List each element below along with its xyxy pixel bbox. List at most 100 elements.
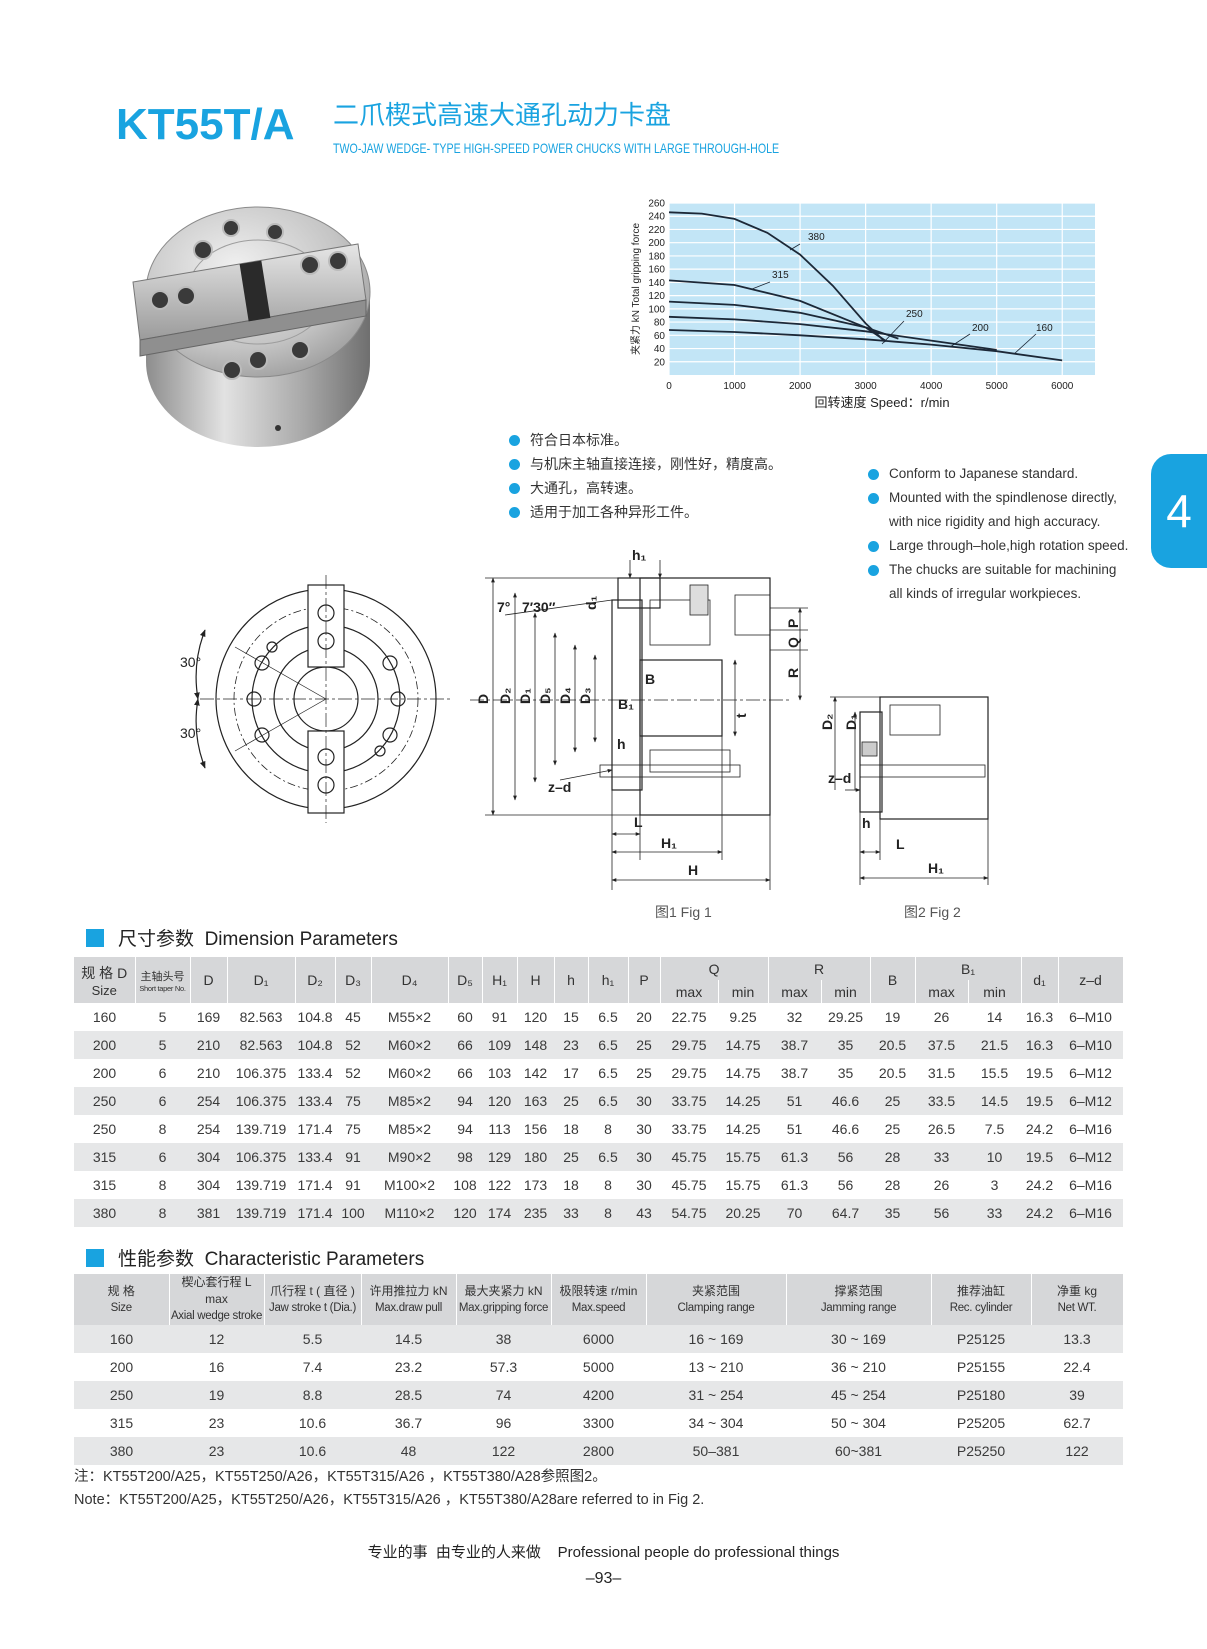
table-cell: 25	[870, 1087, 916, 1115]
table-cell: 129	[482, 1143, 517, 1171]
table-cell: 45.75	[660, 1143, 718, 1171]
table-cell: 24.2	[1021, 1199, 1059, 1227]
table-cell: 25	[628, 1031, 660, 1059]
table-cell: 28	[884, 1177, 901, 1193]
force-curve	[668, 279, 899, 340]
table-cell: M55×2	[387, 1009, 432, 1025]
bullet	[509, 459, 520, 470]
table-cell: 7.5	[984, 1121, 1005, 1137]
table-cell: 31 ~ 254	[646, 1381, 786, 1409]
y-tick-label: 160	[648, 265, 665, 276]
table-cell: 14	[986, 1009, 1003, 1025]
table-cell: 57.3	[489, 1359, 518, 1375]
header-cell: P	[628, 957, 661, 1003]
table-cell: 96	[495, 1415, 512, 1431]
table-cell: 169	[196, 1009, 221, 1025]
table-cell: 70	[768, 1199, 822, 1227]
header-cell: D	[190, 957, 228, 1003]
header-cn: 楔心套行程 L max	[181, 1275, 252, 1306]
table-cell: 5	[158, 1009, 167, 1025]
table-cell: 91	[345, 1177, 361, 1193]
product-photo	[132, 206, 371, 447]
dim-label: B₁	[618, 696, 634, 712]
series-label: 160	[1036, 323, 1053, 334]
header-cell: H₁	[482, 957, 518, 1003]
table-cell: 120	[523, 1009, 548, 1025]
table-cell: 19.5	[1021, 1087, 1059, 1115]
header-cn: 夹紧范围	[691, 1283, 740, 1298]
header-cell: 楔心套行程 L max Axial wedge stroke	[169, 1274, 265, 1325]
table-body: 160 12 5.5 14.5 38 6000 16 ~ 169 30 ~ 169 P25125…	[74, 1325, 1123, 1465]
dim-label: h	[862, 815, 871, 831]
table-cell: 62.7	[1063, 1415, 1091, 1431]
heading-cn: 性能参数	[118, 1249, 195, 1270]
header-en: Max.draw pull	[374, 1301, 443, 1314]
header-en: Axial wedge stroke	[170, 1310, 263, 1322]
note-cn: 注：KT55T200/A25，KT55T250/A26，KT55T315/A26…	[74, 1469, 607, 1485]
table-cell: 122	[1031, 1437, 1123, 1465]
header-cell: h₁	[588, 957, 629, 1003]
dim-label: B	[645, 671, 655, 687]
header-cell: min	[968, 980, 1022, 1003]
table-cell: 61.3	[780, 1177, 809, 1193]
table-cell: M90×2	[371, 1143, 448, 1171]
table-cell: 26.5	[927, 1121, 956, 1137]
table-cell: 6–M16	[1069, 1121, 1112, 1137]
feature-text: 与机床主轴直接连接，刚性好，精度高。	[530, 456, 782, 472]
table-cell: 6	[158, 1065, 167, 1081]
table-cell: 37.5	[915, 1031, 969, 1059]
y-tick-label: 180	[648, 251, 665, 262]
dim-label: R	[785, 668, 801, 678]
fig2-labels: D₂ D₁ z–d h L H₁	[819, 714, 944, 876]
feature-item: 与机床主轴直接连接，刚性好，精度高。	[509, 452, 782, 476]
table-cell: 25	[554, 1087, 588, 1115]
dim-label: D₃	[577, 687, 593, 704]
front-view-drawing	[194, 575, 452, 823]
header-cell: d₁	[1021, 957, 1059, 1003]
title-cn: 二爪楔式高速大通孔动力卡盘	[333, 100, 672, 130]
feature-text: with nice rigidity and high accuracy.	[889, 514, 1101, 529]
table-cell: 250	[92, 1121, 117, 1137]
table-cell: 8	[158, 1177, 167, 1193]
header-cell: 撑紧范围 Jamming range	[786, 1274, 932, 1325]
table-cell: 33	[915, 1143, 969, 1171]
table-cell: 315	[92, 1177, 117, 1193]
header-cell: H	[517, 957, 555, 1003]
header-cell: 许用推拉力 kN Max.draw pull	[361, 1274, 457, 1325]
table-cell: 20.25	[718, 1199, 769, 1227]
header-cell: D₅	[448, 957, 483, 1003]
table-cell: 38	[456, 1325, 551, 1353]
table-cell: 94	[457, 1121, 473, 1137]
header-cn: 许用推拉力 kN	[369, 1283, 448, 1298]
table-cell: 104.8	[297, 1009, 333, 1025]
table-row: 200 5 210 82.563 104.8 52 M60×2 66 109 148 23 6.5 25…	[74, 1031, 1124, 1059]
table-cell: 254	[196, 1121, 221, 1137]
header-cell: 规 格 Size	[74, 1274, 170, 1325]
feature-item: 符合日本标准。	[509, 428, 782, 452]
table-cell: 315	[109, 1415, 134, 1431]
table-cell: 50 ~ 304	[831, 1415, 886, 1431]
table-cell: 23	[554, 1031, 588, 1059]
table-cell: 235	[517, 1199, 554, 1227]
table-cell: 24.2	[1025, 1177, 1054, 1193]
table-cell: 30	[628, 1143, 660, 1171]
table-cell: 20.5	[870, 1031, 916, 1059]
table-cell: 26	[933, 1009, 950, 1025]
table-cell: M85×2	[371, 1087, 448, 1115]
table-cell: 18	[563, 1177, 579, 1193]
table-cell: 33.75	[671, 1121, 707, 1137]
table-cell: 23.2	[394, 1359, 423, 1375]
y-tick-label: 100	[648, 304, 665, 315]
table-cell: 16	[208, 1359, 225, 1375]
header-cell: 夹紧范围 Clamping range	[646, 1274, 787, 1325]
table-cell: 43	[628, 1199, 660, 1227]
table-cell: 8	[588, 1199, 628, 1227]
table-cell: 10	[968, 1143, 1022, 1171]
table-cell: 52	[345, 1065, 361, 1081]
side-tab: 4	[1151, 454, 1207, 568]
table-cell: 171.4	[297, 1121, 333, 1137]
table-cell: 33	[554, 1199, 588, 1227]
label-leader	[949, 333, 971, 348]
table-cell: 31.5	[927, 1065, 956, 1081]
dim-label: z–d	[828, 770, 851, 786]
